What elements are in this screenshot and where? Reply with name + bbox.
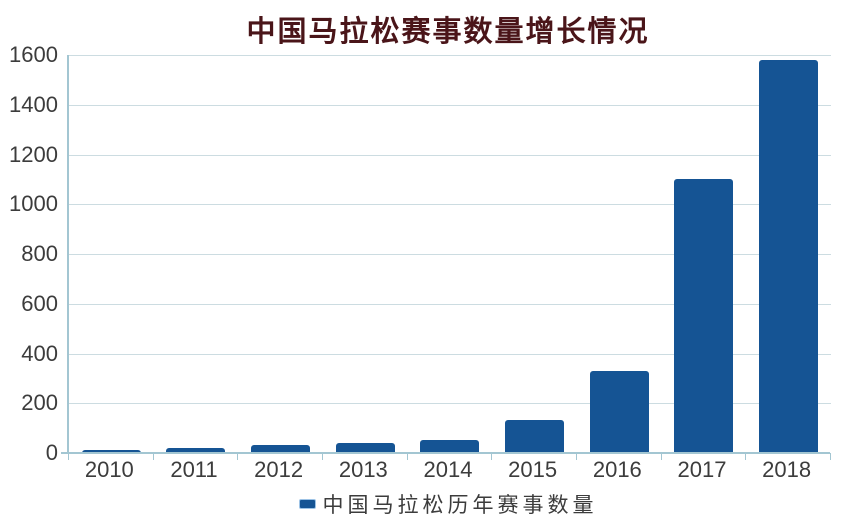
bar-slot [746, 55, 831, 453]
legend: 中国马拉松历年赛事数量 [67, 489, 829, 519]
y-axis-label: 1400 [9, 91, 58, 117]
gridline [69, 204, 831, 206]
axis-tick [575, 453, 577, 460]
axis-tick [237, 453, 239, 460]
y-axis-label: 800 [21, 241, 58, 266]
bar [674, 178, 734, 453]
x-axis-label: 2015 [508, 457, 558, 482]
plot-area [67, 55, 831, 460]
axis-tick [68, 453, 69, 460]
chart-title: 中国马拉松赛事数量增长情况 [246, 16, 650, 48]
axis-tick [152, 453, 154, 460]
gridline [69, 104, 831, 106]
gridline [69, 254, 831, 255]
y-axis-label: 600 [21, 290, 58, 316]
bar-slot [662, 55, 747, 453]
bar [166, 447, 226, 453]
gridline [69, 353, 831, 355]
bar [251, 444, 311, 453]
axis-tick [660, 453, 662, 460]
axis-tick [830, 453, 831, 460]
gridline [69, 55, 831, 56]
y-axis-label: 1000 [9, 191, 58, 217]
gridline [69, 303, 831, 305]
x-axis-label: 2011 [170, 457, 218, 482]
axis-tick [491, 453, 493, 460]
axis-tick [745, 453, 747, 460]
legend-label: 中国马拉松历年赛事数量 [322, 494, 598, 517]
bar-slot [238, 55, 323, 453]
bar [759, 59, 819, 453]
y-axis-label: 200 [21, 390, 58, 416]
bar-slot [577, 55, 662, 453]
x-axis-label: 2013 [338, 457, 388, 482]
gridline [69, 154, 831, 156]
bar [420, 440, 480, 453]
x-axis-label: 2018 [762, 457, 812, 482]
bar-slot [323, 55, 408, 453]
axis-tick [406, 453, 408, 460]
x-axis-label: 2016 [592, 457, 642, 482]
x-axis-labels: 2010 2011 2012 2013 2014 2015 2016 2017 2018 [67, 457, 829, 483]
x-axis-line [61, 452, 830, 454]
bar [589, 371, 649, 453]
y-axis-label: 1200 [9, 141, 58, 167]
bar-slot [154, 55, 239, 453]
x-axis-label: 2012 [254, 457, 304, 482]
y-axis-label: 400 [21, 340, 58, 366]
gridline [69, 403, 831, 405]
y-axis-labels: 0 200 400 600 800 1000 1200 1400 1600 [0, 44, 58, 464]
x-axis-label: 2014 [423, 457, 473, 482]
bar [505, 419, 565, 453]
legend-marker-icon [298, 499, 316, 509]
x-axis-label: 2010 [84, 457, 134, 482]
y-axis-label: 0 [45, 440, 58, 465]
bar-slot [492, 55, 577, 453]
y-axis-label: 1600 [9, 42, 58, 67]
bar-slot [408, 55, 493, 453]
axis-tick [321, 453, 323, 460]
bar-slot [69, 55, 154, 453]
bar [81, 449, 141, 453]
x-axis-label: 2017 [677, 457, 727, 482]
bar [335, 443, 395, 453]
